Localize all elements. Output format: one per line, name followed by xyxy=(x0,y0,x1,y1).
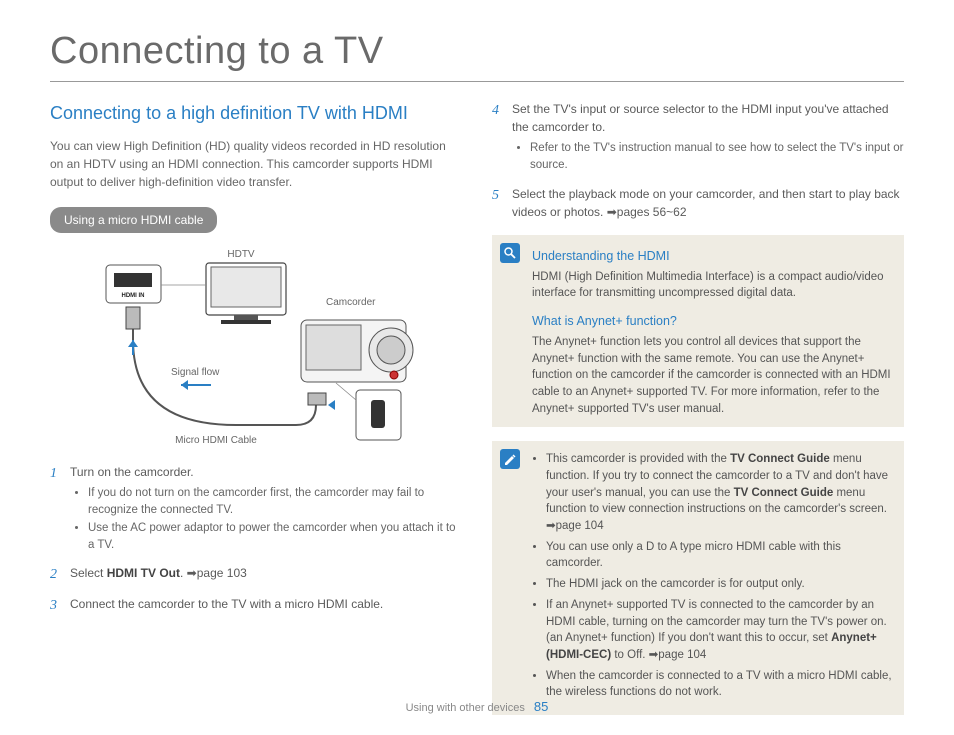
step-3: 3 Connect the camcorder to the TV with a… xyxy=(50,595,462,616)
steps-right: 4 Set the TV's input or source selector … xyxy=(492,100,904,221)
info-box-notes: This camcorder is provided with the TV C… xyxy=(492,441,904,714)
diagram-label-hdtv: HDTV xyxy=(227,249,255,260)
steps-left: 1 Turn on the camcorder. If you do not t… xyxy=(50,463,462,616)
page-title: Connecting to a TV xyxy=(50,30,904,82)
camcorder-icon xyxy=(301,320,413,382)
info-box-hdmi: Understanding the HDMI HDMI (High Defini… xyxy=(492,235,904,428)
diagram-label-hdmi-in: HDMI IN xyxy=(122,293,145,299)
note-icon xyxy=(500,449,520,469)
step-text: Select the playback mode on your camcord… xyxy=(512,185,904,221)
pill-label: Using a micro HDMI cable xyxy=(50,207,217,233)
right-column: 4 Set the TV's input or source selector … xyxy=(492,100,904,715)
intro-text: You can view High Definition (HD) qualit… xyxy=(50,137,462,191)
step-number: 3 xyxy=(50,595,62,616)
footer-section: Using with other devices xyxy=(406,702,525,714)
step-sub: Use the AC power adaptor to power the ca… xyxy=(88,520,462,555)
step-number: 5 xyxy=(492,185,504,221)
step-5: 5 Select the playback mode on your camco… xyxy=(492,185,904,221)
step-4: 4 Set the TV's input or source selector … xyxy=(492,100,904,175)
step-number: 1 xyxy=(50,463,62,554)
step-number: 4 xyxy=(492,100,504,175)
infobox-heading: What is Anynet+ function? xyxy=(532,312,892,330)
step-text: Select HDMI TV Out. ➡page 103 xyxy=(70,564,462,585)
step-number: 2 xyxy=(50,564,62,585)
page-number: 85 xyxy=(534,699,548,714)
page-footer: Using with other devices 85 xyxy=(0,699,954,714)
step-text: Turn on the camcorder. xyxy=(70,465,194,479)
note-item: This camcorder is provided with the TV C… xyxy=(546,451,892,534)
left-column: Connecting to a high definition TV with … xyxy=(50,100,462,715)
diagram-label-cable: Micro HDMI Cable xyxy=(175,435,257,445)
note-item: When the camcorder is connected to a TV … xyxy=(546,668,892,701)
step-text: Connect the camcorder to the TV with a m… xyxy=(70,595,462,616)
note-item: You can use only a D to A type micro HDM… xyxy=(546,539,892,572)
magnify-icon xyxy=(500,243,520,263)
infobox-text: The Anynet+ function lets you control al… xyxy=(532,334,892,417)
step-text: Set the TV's input or source selector to… xyxy=(512,102,889,134)
infobox-text: HDMI (High Definition Multimedia Interfa… xyxy=(532,269,892,302)
step-sub: If you do not turn on the camcorder firs… xyxy=(88,485,462,520)
section-subtitle: Connecting to a high definition TV with … xyxy=(50,100,462,127)
step-2: 2 Select HDMI TV Out. ➡page 103 xyxy=(50,564,462,585)
infobox-heading: Understanding the HDMI xyxy=(532,247,892,265)
step-1: 1 Turn on the camcorder. If you do not t… xyxy=(50,463,462,554)
diagram-label-camcorder: Camcorder xyxy=(326,297,376,308)
diagram-label-signal: Signal flow xyxy=(171,367,220,378)
note-item: The HDMI jack on the camcorder is for ou… xyxy=(546,576,892,593)
two-column-layout: Connecting to a high definition TV with … xyxy=(50,100,904,715)
note-item: If an Anynet+ supported TV is connected … xyxy=(546,597,892,664)
step-sub: Refer to the TV's instruction manual to … xyxy=(530,140,904,175)
notes-list: This camcorder is provided with the TV C… xyxy=(546,451,892,700)
connection-diagram: HDTV HDMI IN Camcorder xyxy=(50,245,462,445)
